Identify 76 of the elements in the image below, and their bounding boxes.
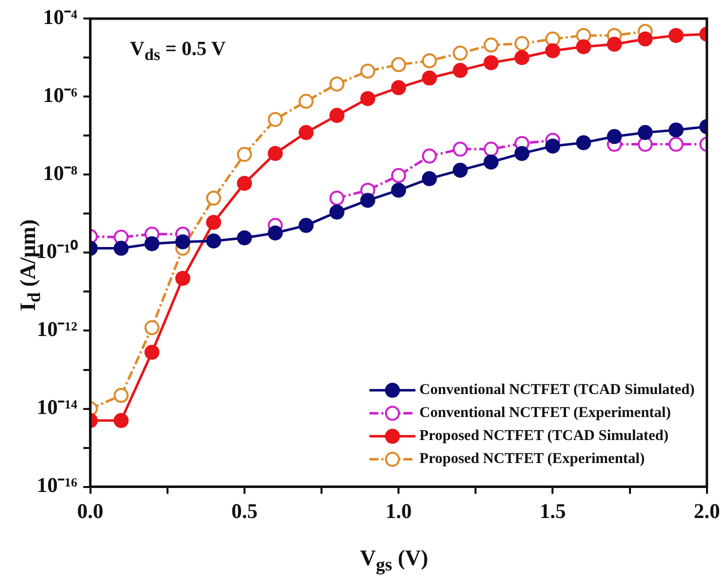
point (114, 413, 129, 428)
point (329, 204, 344, 220)
y-tick-label: 10⁻¹⁰ (36, 239, 78, 264)
point (236, 146, 252, 162)
point (298, 125, 314, 140)
point (452, 46, 468, 61)
annotation: V$_{ds}$ = 0.5 V (130, 38, 226, 65)
point (268, 112, 283, 127)
legend-label: Conventional NCTFET (TCAD Simulated) (419, 382, 695, 398)
point (236, 230, 252, 246)
point (298, 218, 314, 233)
point (484, 55, 499, 70)
point (114, 240, 129, 256)
point (638, 125, 653, 140)
point (391, 182, 406, 198)
point (391, 57, 406, 72)
point (422, 70, 437, 86)
point (545, 43, 560, 58)
point (422, 148, 437, 164)
point (545, 138, 560, 154)
point (484, 154, 499, 170)
point (668, 28, 684, 43)
point (175, 234, 190, 250)
point (422, 53, 437, 68)
point (514, 146, 530, 161)
point (144, 236, 160, 252)
point (452, 142, 468, 157)
point (206, 190, 222, 206)
point (668, 136, 684, 152)
point (484, 142, 499, 157)
x-tick-label: 2.0 (694, 498, 720, 523)
point (545, 32, 560, 46)
x-tick-label: 1.0 (385, 498, 412, 523)
y-tick-label: 10⁻⁶ (43, 83, 78, 108)
point (360, 91, 376, 106)
point (175, 270, 190, 286)
legend-label: Conventional NCTFET (Experimental) (419, 405, 671, 422)
point (576, 39, 592, 54)
point (514, 36, 530, 52)
point (452, 62, 468, 78)
point (206, 233, 222, 248)
point (391, 80, 406, 96)
legend-label: Proposed NCTFET (TCAD Simulated) (419, 428, 668, 444)
point (360, 64, 376, 79)
x-tick-label: 1.5 (540, 498, 566, 523)
point (360, 192, 376, 208)
point (144, 320, 160, 336)
point (329, 190, 344, 206)
x-tick-label: 0.5 (231, 498, 258, 523)
point (268, 146, 283, 161)
y-tick-label: 10⁻¹⁴ (36, 395, 78, 420)
point (329, 108, 344, 123)
point (452, 162, 468, 178)
point (206, 214, 222, 230)
legend-label: Proposed NCTFET (Experimental) (419, 451, 645, 468)
point (144, 344, 160, 360)
x-axis-title: V$_{gs}$ (V) (360, 545, 428, 576)
y-tick-label: 10⁻⁴ (43, 5, 78, 30)
point (422, 171, 437, 186)
point (514, 50, 530, 66)
point (114, 388, 129, 403)
point (606, 129, 622, 144)
y-tick-label: 10⁻¹² (36, 317, 78, 342)
x-tick-label: 0.0 (77, 498, 104, 523)
y-tick-label: 10⁻¹⁶ (36, 473, 78, 498)
point (391, 168, 406, 184)
point (606, 36, 622, 52)
point (638, 32, 653, 46)
point (298, 94, 314, 109)
point (484, 38, 499, 53)
point (576, 135, 592, 150)
point (668, 122, 684, 138)
y-tick-label: 10⁻⁸ (43, 161, 78, 186)
point (236, 176, 252, 191)
point (329, 76, 344, 92)
point (268, 225, 283, 240)
